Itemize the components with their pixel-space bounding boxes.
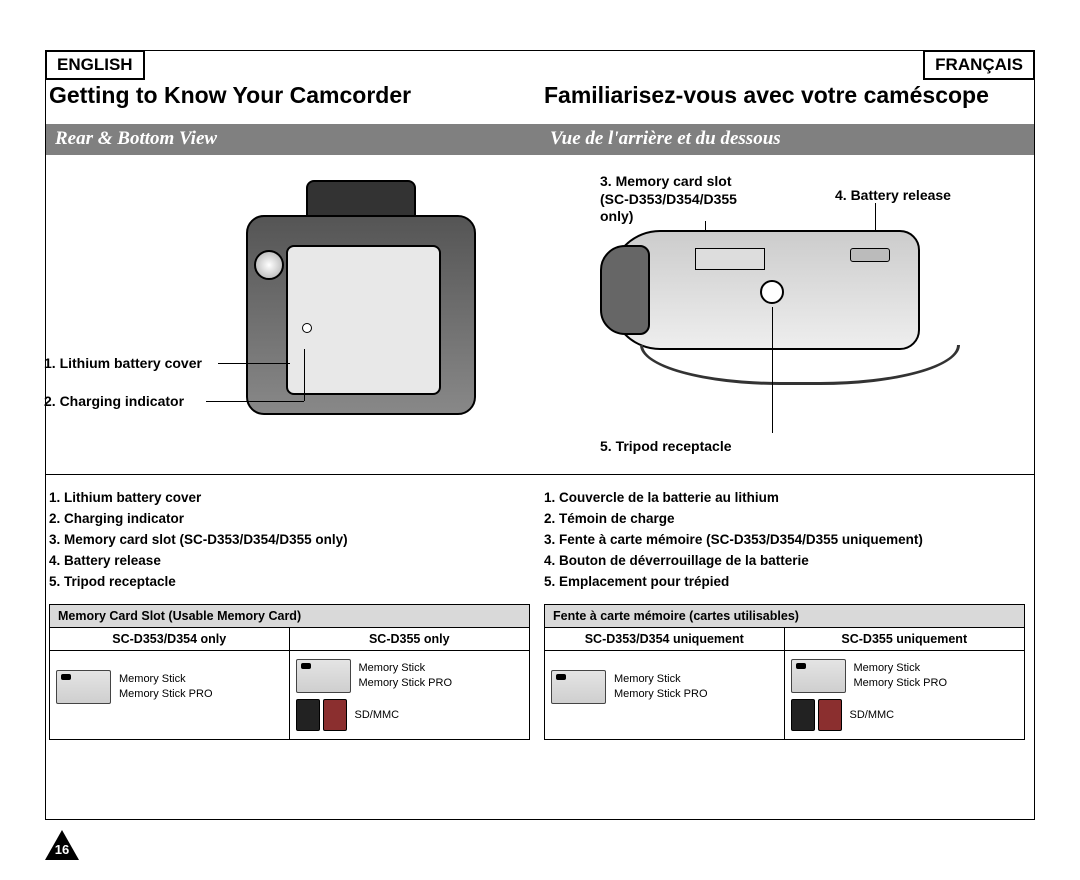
mmc-card-icon — [323, 699, 347, 731]
memory-stick-icon — [791, 659, 846, 693]
callout-3-line1: 3. Memory card slot — [600, 173, 732, 189]
title-fr: Familiarisez-vous avec votre caméscope — [540, 78, 1035, 115]
memory-slot-icon — [695, 248, 765, 270]
memory-stick-icon — [56, 670, 111, 704]
tripod-socket-icon — [760, 280, 784, 304]
camcorder-battery-panel-icon — [286, 245, 441, 395]
camcorder-lens-icon — [600, 245, 650, 335]
title-en: Getting to Know Your Camcorder — [45, 78, 540, 115]
camcorder-dial-icon — [254, 250, 284, 280]
callout-4: 4. Battery release — [835, 187, 951, 205]
callout-5: 5. Tripod receptacle — [600, 438, 732, 456]
callout-2: 2. Charging indicator — [44, 393, 184, 411]
leader-line — [218, 363, 290, 364]
leader-line — [304, 349, 305, 401]
diagram-area: 1. Lithium battery cover 2. Charging ind… — [45, 155, 1035, 475]
sd-card-icon — [791, 699, 815, 731]
diagram-bottom-view: 3. Memory card slot (SC-D353/D354/D355 o… — [540, 155, 1034, 474]
charging-led-icon — [302, 323, 312, 333]
callout-3-line2: (SC-D353/D354/D355 — [600, 191, 737, 207]
page-number: 16 — [45, 842, 79, 857]
sd-card-icon — [296, 699, 320, 731]
memory-stick-icon — [551, 670, 606, 704]
diagram-rear-view: 1. Lithium battery cover 2. Charging ind… — [46, 155, 540, 474]
callout-3: 3. Memory card slot (SC-D353/D354/D355 o… — [600, 173, 737, 226]
page-number-badge: 16 — [45, 830, 79, 860]
callout-1: 1. Lithium battery cover — [44, 355, 202, 373]
hand-strap-icon — [640, 345, 960, 385]
lang-label-fr: FRANÇAIS — [923, 50, 1035, 80]
leader-line — [206, 401, 304, 402]
lang-label-en: ENGLISH — [45, 50, 145, 80]
leader-line — [772, 307, 773, 433]
memory-stick-icon — [296, 659, 351, 693]
battery-release-icon — [850, 248, 890, 262]
header-row: ENGLISH FRANÇAIS Getting to Know Your Ca… — [45, 50, 1035, 124]
mmc-card-icon — [818, 699, 842, 731]
